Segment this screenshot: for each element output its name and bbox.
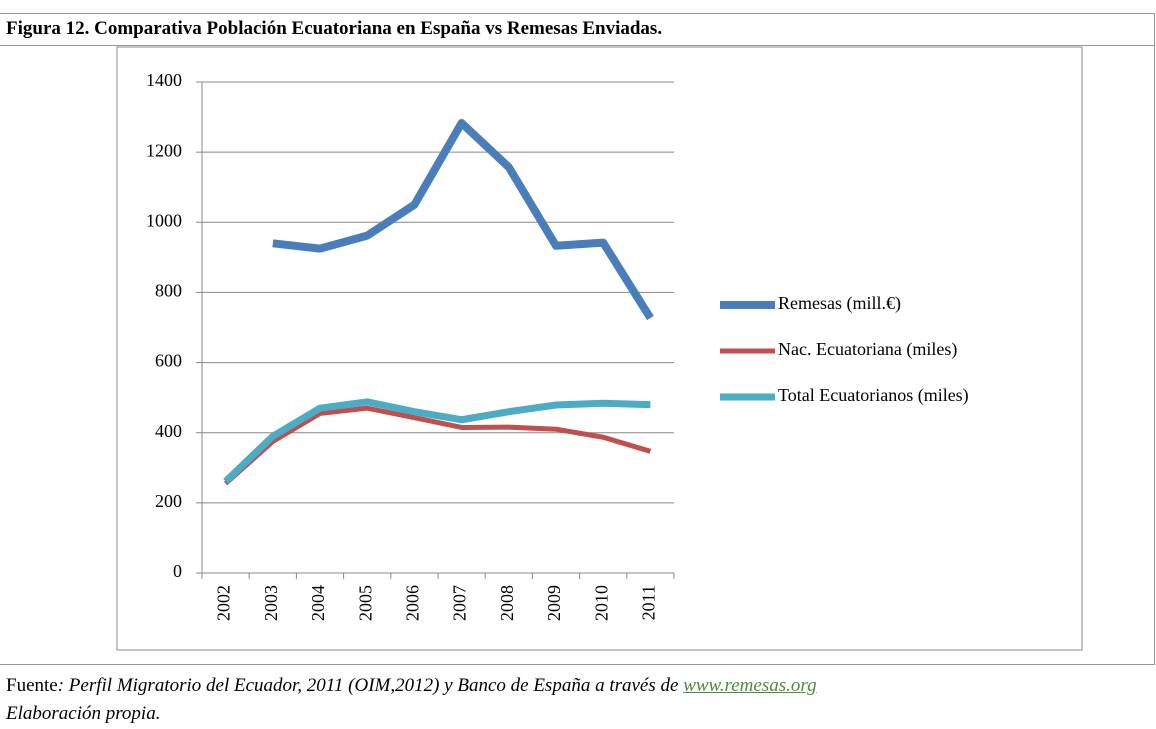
y-tick-label: 0 xyxy=(173,561,182,581)
x-tick-label: 2005 xyxy=(355,585,375,621)
x-tick-label: 2003 xyxy=(261,585,281,621)
y-tick-label: 800 xyxy=(155,281,182,301)
y-tick-label: 200 xyxy=(155,491,182,511)
series-line xyxy=(223,398,651,484)
y-tick-label: 1200 xyxy=(146,140,182,160)
y-tick-label: 600 xyxy=(155,351,182,371)
y-tick-label: 400 xyxy=(155,421,182,441)
source-text: : Perfil Migratorio del Ecuador, 2011 (O… xyxy=(57,675,679,696)
source: Fuente: Perfil Migratorio del Ecuador, 2… xyxy=(6,672,817,728)
figure-frame xyxy=(0,13,1155,665)
x-tick-label: 2002 xyxy=(214,585,234,621)
x-tick-label: 2006 xyxy=(403,585,423,621)
legend-label: Total Ecuatorianos (miles) xyxy=(778,385,969,406)
divider xyxy=(0,45,1155,46)
x-tick-label: 2004 xyxy=(308,585,328,621)
chart-border xyxy=(116,46,1083,651)
x-tick-label: 2008 xyxy=(497,585,517,621)
x-tick-label: 2010 xyxy=(591,585,611,621)
y-tick-label: 1000 xyxy=(146,210,182,230)
x-tick-label: 2009 xyxy=(544,585,564,621)
source-label: Fuente xyxy=(6,675,58,696)
figure-title: Figura 12. Comparativa Población Ecuator… xyxy=(6,18,663,39)
source-link[interactable]: www.remesas.org xyxy=(683,675,817,696)
series-line xyxy=(223,405,652,486)
x-tick-label: 2011 xyxy=(639,585,659,620)
y-tick-label: 1400 xyxy=(146,70,182,90)
x-tick-label: 2007 xyxy=(450,585,470,621)
legend-label: Nac. Ecuatoriana (miles) xyxy=(778,339,957,360)
series-line xyxy=(272,119,654,321)
source-note: Elaboración propia. xyxy=(6,703,161,724)
legend-label: Remesas (mill.€) xyxy=(778,293,901,314)
